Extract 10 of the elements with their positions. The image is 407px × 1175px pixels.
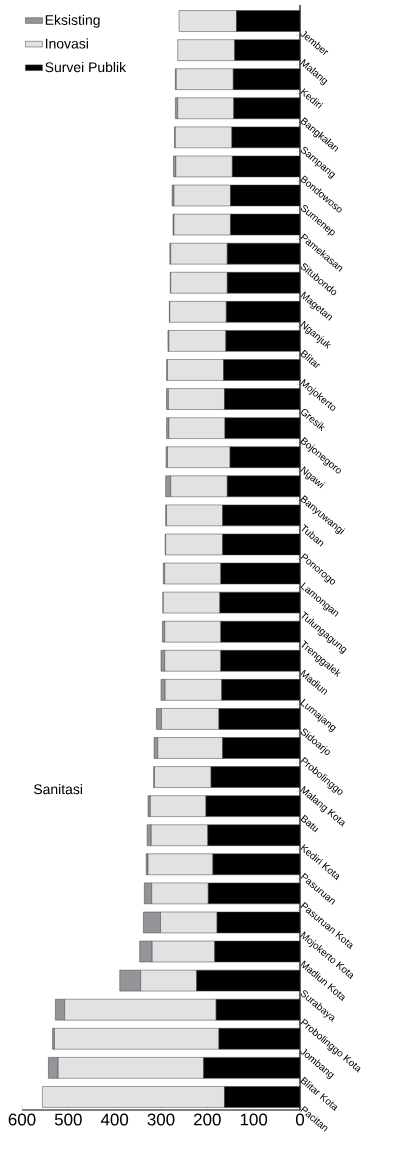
x-tick-label: 600 bbox=[8, 1113, 36, 1126]
x-tick-label: 400 bbox=[100, 1113, 129, 1126]
legend-label: Survei Publik bbox=[45, 61, 127, 73]
x-tick-label: 500 bbox=[54, 1113, 82, 1126]
x-tick-label: 300 bbox=[147, 1113, 175, 1126]
legend-label: Eksisting bbox=[45, 14, 100, 28]
x-tick-label: 100 bbox=[240, 1113, 268, 1126]
x-tick-label: 200 bbox=[194, 1113, 221, 1126]
legend-label: Inovasi bbox=[45, 38, 88, 49]
text: Sanitasi bbox=[33, 783, 82, 795]
